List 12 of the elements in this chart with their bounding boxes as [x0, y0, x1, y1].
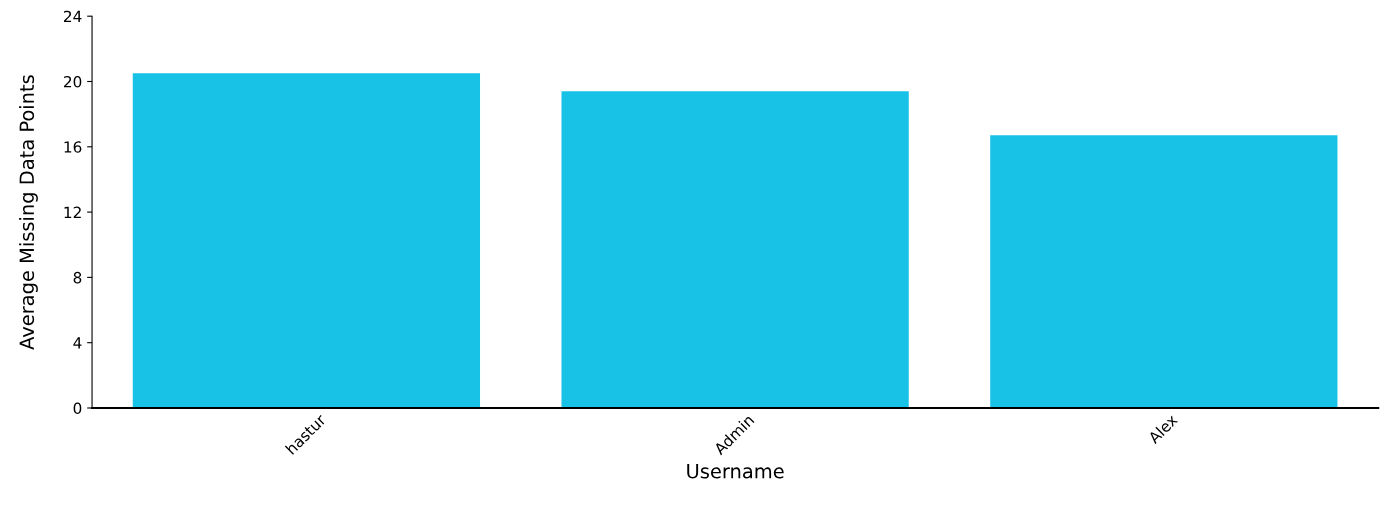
- y-tick-label: 4: [73, 337, 82, 349]
- y-axis-title: Average Missing Data Points: [19, 75, 38, 350]
- bar: [132, 73, 481, 408]
- y-tick-label: 20: [64, 75, 82, 88]
- x-axis-title: Username: [687, 464, 784, 479]
- y-tick-label: 8: [73, 271, 82, 284]
- bar: [990, 135, 1338, 408]
- bar: [561, 91, 909, 408]
- y-tick-label: 24: [64, 10, 82, 22]
- y-tick-label: 0: [73, 402, 82, 415]
- y-tick-label: 12: [64, 206, 81, 218]
- y-tick-label: 16: [64, 141, 82, 153]
